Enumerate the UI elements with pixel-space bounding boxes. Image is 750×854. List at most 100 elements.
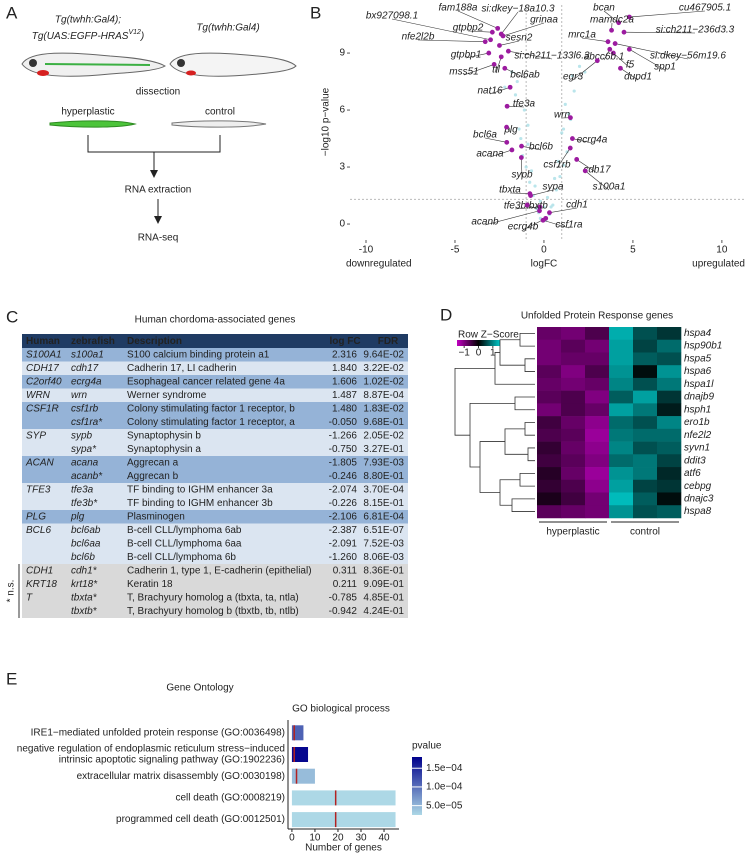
point-label: acana (476, 149, 504, 160)
heatmap-cell (633, 365, 658, 379)
point-label: egr3 (563, 72, 583, 83)
colorbar-tick-label: 1.5e−04 (426, 763, 463, 774)
cell: Colony stimulating factor 1 receptor, b (127, 404, 295, 415)
row-group (22, 348, 408, 362)
x-tick-label: 10 (309, 833, 321, 844)
dendrogram (519, 472, 535, 487)
point (618, 65, 623, 71)
point (503, 85, 507, 89)
heatmap-cell (657, 365, 682, 379)
point (504, 124, 509, 130)
point (542, 205, 546, 209)
arrow (87, 135, 221, 176)
x-tick-label: 5 (630, 245, 636, 256)
point-label: gtpbp2 (453, 23, 484, 34)
point-label: nfe2l2b (402, 32, 435, 43)
heatmap-cell (633, 479, 658, 493)
cell: 4.85E-01 (363, 593, 404, 604)
x-tick-label: 30 (355, 833, 367, 844)
cell: 6.51E-07 (363, 525, 404, 536)
cell: sypb (71, 431, 93, 442)
leader-line (521, 157, 523, 179)
cell: Aggrecan b (127, 471, 179, 482)
leader-line (556, 147, 571, 169)
heatmap-cell (537, 505, 562, 519)
heatmap-cell (537, 390, 562, 404)
heatmap-cell (585, 377, 610, 391)
point-label: f5 (626, 60, 635, 71)
heatmap-cell (609, 352, 634, 366)
heatmap-cell (537, 479, 562, 493)
leader-line (514, 206, 540, 210)
cell: bcl6ab (71, 525, 101, 536)
heatmap-cell (585, 416, 610, 430)
heatmap-cell (537, 416, 562, 430)
leader-line (581, 37, 609, 42)
heatmap-cell (633, 403, 658, 417)
point (495, 25, 501, 31)
heatmap-cell (633, 454, 658, 468)
point (574, 157, 580, 162)
point-label: s100a1 (593, 182, 626, 193)
point-label: cu467905.1 (679, 3, 731, 14)
heatmap-cell (537, 428, 562, 442)
heatmap-cell (585, 441, 610, 455)
heatmap-cell (609, 377, 634, 391)
point (513, 93, 518, 97)
point (522, 108, 526, 112)
point (509, 147, 515, 153)
point (568, 115, 573, 121)
panel-label: B (310, 3, 321, 22)
point (612, 41, 618, 46)
point (517, 127, 521, 131)
point (505, 48, 511, 54)
color-key-title: Row Z−Score (458, 330, 519, 341)
x-axis-label: logFC (531, 259, 558, 270)
panel-label: C (6, 307, 18, 326)
point (582, 168, 588, 174)
y-tick-label: cell death (GO:0008219) (175, 793, 285, 804)
cell: 3.27E-01 (363, 444, 404, 455)
point (528, 193, 533, 198)
chart-subtitle: GO biological process (292, 704, 390, 715)
leader-line (417, 39, 486, 42)
column-header: Description (127, 336, 182, 347)
cell: BCL6 (26, 525, 51, 536)
row-label: hspa8 (684, 506, 712, 517)
dendrogram (519, 332, 535, 347)
heatmap-cell (585, 505, 610, 519)
point (497, 43, 502, 48)
cell: 1.840 (332, 363, 357, 374)
heatmap-cell (657, 403, 682, 417)
eye (177, 59, 185, 67)
x-tick-label: 0 (541, 245, 547, 256)
leader-line (463, 64, 495, 76)
heatmap-cell (561, 441, 586, 455)
point-label: nat16 (477, 86, 502, 97)
heatmap-cell (609, 479, 634, 493)
point (507, 84, 513, 90)
cell: acana (71, 458, 99, 469)
heatmap-cell (585, 390, 610, 404)
tumor (37, 70, 49, 76)
cell: 6.81E-04 (363, 512, 404, 523)
heatmap-cell (561, 479, 586, 493)
cell: 1.606 (332, 377, 357, 388)
row-label: syvn1 (684, 443, 710, 454)
heatmap-cell (633, 339, 658, 353)
cell: Synaptophysin b (127, 431, 201, 442)
cell: 1.487 (332, 390, 357, 401)
point-label: tbxtb (526, 201, 548, 212)
heatmap-cell (561, 467, 586, 481)
heatmap-cell (609, 416, 634, 430)
heatmap-cell (561, 403, 586, 417)
point (560, 131, 564, 135)
row-label: atf6 (684, 468, 701, 479)
point (607, 46, 613, 52)
tissue (171, 120, 267, 128)
point (537, 204, 543, 210)
tissue (49, 120, 137, 128)
point-label: mss51 (449, 67, 478, 78)
y-tick-label: 0 (339, 219, 345, 230)
